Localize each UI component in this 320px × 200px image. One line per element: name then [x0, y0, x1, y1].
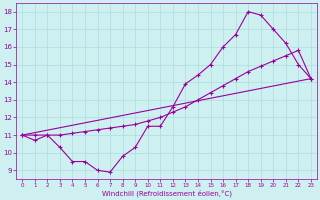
X-axis label: Windchill (Refroidissement éolien,°C): Windchill (Refroidissement éolien,°C) [101, 190, 232, 197]
